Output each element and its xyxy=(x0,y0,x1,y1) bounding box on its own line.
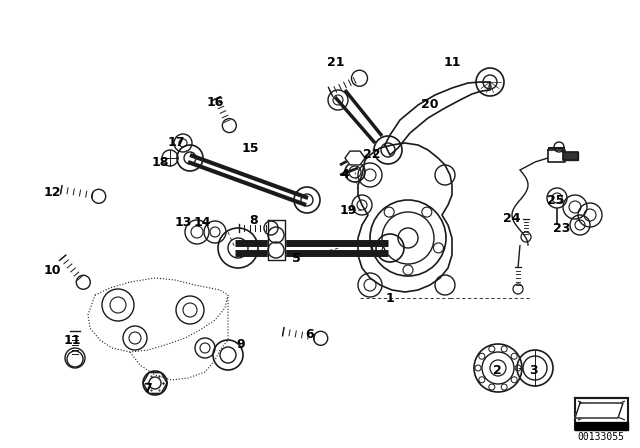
Text: 11: 11 xyxy=(63,333,81,346)
Text: 18: 18 xyxy=(151,155,169,168)
Text: 16: 16 xyxy=(206,96,224,109)
Text: 5: 5 xyxy=(292,251,300,264)
Text: 10: 10 xyxy=(44,263,61,276)
Polygon shape xyxy=(575,422,628,430)
Text: 9: 9 xyxy=(237,339,245,352)
Text: 4: 4 xyxy=(340,168,349,181)
Text: 21: 21 xyxy=(327,56,345,69)
Text: 6: 6 xyxy=(306,328,314,341)
Polygon shape xyxy=(575,403,623,418)
Text: 15: 15 xyxy=(241,142,259,155)
Polygon shape xyxy=(345,151,365,165)
Text: 7: 7 xyxy=(143,382,152,395)
Text: 11: 11 xyxy=(444,56,461,69)
Polygon shape xyxy=(358,143,452,292)
Text: 8: 8 xyxy=(250,214,259,227)
Text: 19: 19 xyxy=(339,203,356,216)
Polygon shape xyxy=(268,220,285,260)
Text: 20: 20 xyxy=(421,99,439,112)
Text: 1: 1 xyxy=(386,292,394,305)
Text: 00133055: 00133055 xyxy=(577,432,625,442)
Text: 2: 2 xyxy=(493,363,501,376)
Text: 22: 22 xyxy=(364,148,381,161)
Text: 14: 14 xyxy=(193,215,211,228)
Polygon shape xyxy=(563,152,578,160)
Text: 24: 24 xyxy=(503,211,521,224)
Text: 12: 12 xyxy=(44,186,61,199)
Text: 13: 13 xyxy=(174,215,192,228)
Polygon shape xyxy=(548,150,565,162)
Text: 23: 23 xyxy=(554,221,571,234)
Polygon shape xyxy=(385,82,490,155)
Polygon shape xyxy=(578,401,625,420)
Text: 17: 17 xyxy=(167,135,185,148)
Text: 3: 3 xyxy=(529,363,538,376)
Text: 25: 25 xyxy=(547,194,564,207)
